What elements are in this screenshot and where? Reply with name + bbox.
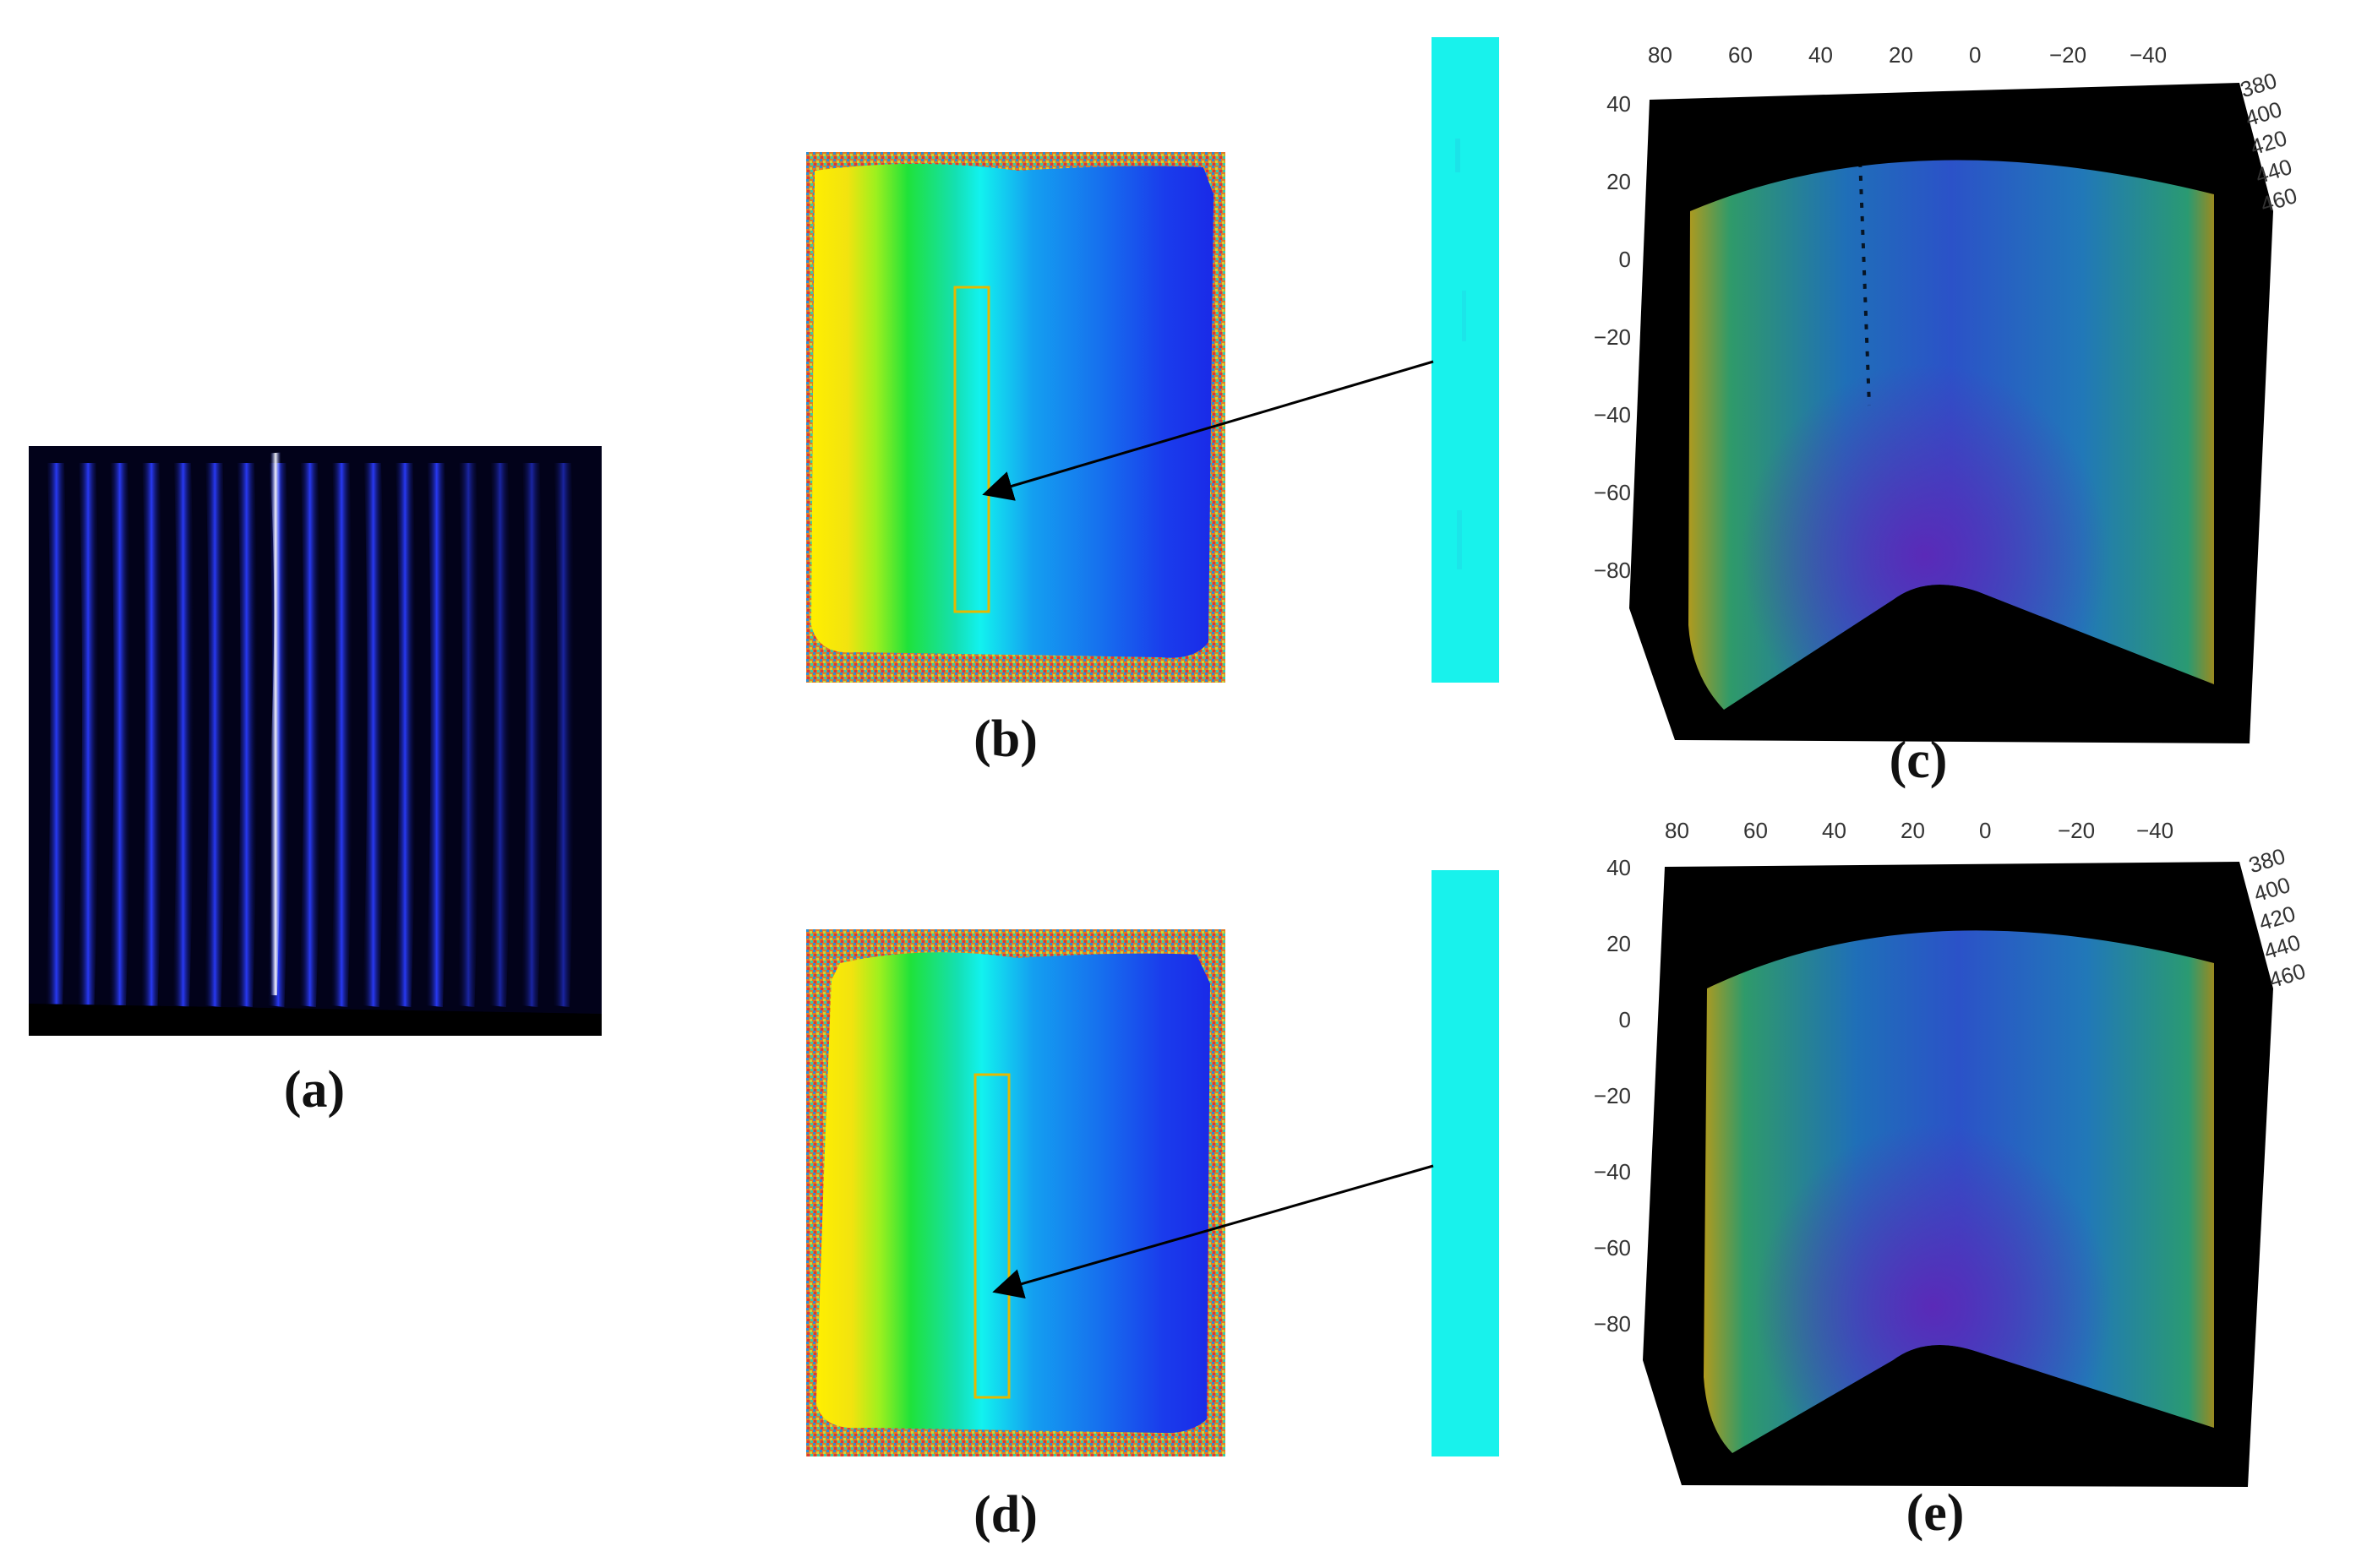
top-axis-tick: 20	[1901, 818, 1925, 843]
top-axis-tick: −40	[2136, 818, 2174, 843]
phase-map-panel-d	[806, 929, 1225, 1456]
roi-box	[973, 1073, 1011, 1399]
top-axis-tick: 80	[1648, 42, 1672, 68]
left-axis-tick: 0	[1618, 1007, 1631, 1032]
fringe-stripe	[394, 463, 417, 1007]
left-axis-tick: 40	[1606, 91, 1631, 117]
fringe-stripe	[521, 463, 543, 1007]
zoom-arrow-bottom	[992, 1164, 1434, 1299]
caption-c: (c)	[1889, 732, 1948, 789]
phase-map-panel-b	[806, 152, 1225, 683]
top-axis-tick: 40	[1822, 818, 1846, 843]
fringe-stripe	[363, 463, 384, 1007]
left-axis-tick: −80	[1593, 558, 1631, 583]
caption-b: (b)	[973, 710, 1038, 768]
left-axis-tick: −20	[1593, 1083, 1631, 1108]
top-axis-tick: 0	[1979, 818, 1992, 843]
top-axis-tick: 20	[1889, 42, 1913, 68]
top-axis-tick: 0	[1969, 42, 1982, 68]
top-axis-tick: −40	[2130, 42, 2168, 68]
left-axis-tick: 20	[1606, 169, 1631, 194]
roi-box	[953, 286, 990, 613]
specular-highlight	[264, 452, 288, 996]
left-axis-tick: −60	[1593, 1235, 1631, 1260]
fringe-stripe	[172, 463, 194, 1007]
fringe-stripe	[109, 463, 131, 1007]
top-axis-tick: −20	[2058, 818, 2096, 843]
fringe-stripe	[46, 463, 68, 1007]
fringe-image	[29, 446, 602, 1036]
phase-map-b	[806, 152, 1225, 683]
top-axis-tick: −20	[2049, 42, 2087, 68]
left-axis-tick: −60	[1593, 480, 1631, 505]
zoom-arrow-top	[982, 360, 1434, 501]
fringe-image-panel	[29, 446, 602, 1036]
fringe-stripe	[140, 463, 163, 1007]
fringe-stripe	[457, 463, 480, 1007]
left-axis-tick: −40	[1593, 1159, 1631, 1184]
zoom-strip-top	[1432, 37, 1499, 683]
left-axis-tick: −80	[1593, 1311, 1631, 1337]
caption-a: (a)	[283, 1061, 346, 1119]
fringe-stripe	[204, 463, 226, 1007]
caption-d: (d)	[973, 1486, 1038, 1544]
fringe-stripe	[77, 463, 100, 1007]
point-cloud-panel-e	[1555, 836, 2349, 1495]
fringe-stripe	[426, 463, 448, 1007]
caption-e: (e)	[1906, 1484, 1965, 1542]
left-axis-tick: −20	[1593, 324, 1631, 350]
left-axis-tick: 20	[1606, 931, 1631, 956]
top-axis-tick: 40	[1808, 42, 1833, 68]
top-axis-tick: 60	[1728, 42, 1753, 68]
fringe-stripe	[330, 463, 353, 1007]
left-axis-tick: 40	[1606, 855, 1631, 880]
point-cloud-e	[1643, 862, 2273, 1487]
left-axis-tick: 0	[1618, 247, 1631, 272]
top-axis-tick: 60	[1743, 818, 1768, 843]
fringe-stripe	[236, 463, 258, 1007]
fringe-stripe	[299, 463, 321, 1007]
point-cloud-panel-c	[1555, 34, 2349, 760]
top-axis-tick: 80	[1665, 818, 1689, 843]
point-cloud-c	[1629, 83, 2273, 743]
left-axis-tick: −40	[1593, 402, 1631, 427]
phase-map-d	[806, 929, 1225, 1456]
fringe-stripe	[489, 463, 511, 1007]
zoom-strip-bottom	[1432, 870, 1499, 1456]
fringe-stripe	[553, 463, 575, 1007]
